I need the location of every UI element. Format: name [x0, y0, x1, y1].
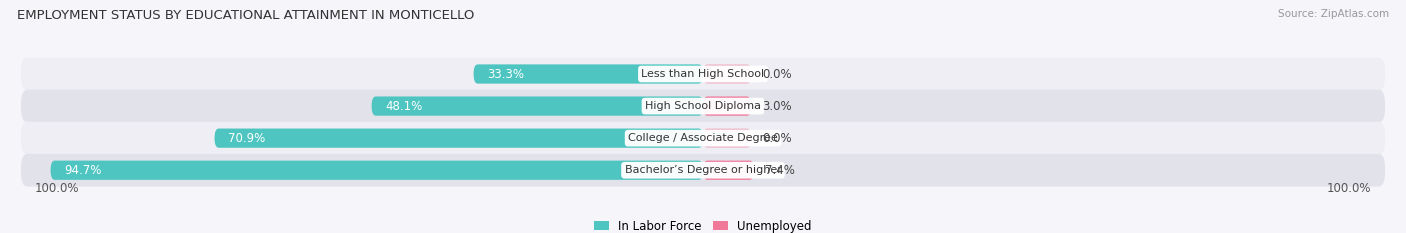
FancyBboxPatch shape: [371, 96, 703, 116]
Text: Source: ZipAtlas.com: Source: ZipAtlas.com: [1278, 9, 1389, 19]
FancyBboxPatch shape: [703, 129, 751, 148]
FancyBboxPatch shape: [21, 122, 1385, 154]
FancyBboxPatch shape: [21, 154, 1385, 187]
Text: Less than High School: Less than High School: [641, 69, 765, 79]
Text: 100.0%: 100.0%: [35, 182, 79, 195]
Text: 100.0%: 100.0%: [1327, 182, 1371, 195]
Text: 48.1%: 48.1%: [385, 99, 423, 113]
Text: 70.9%: 70.9%: [228, 132, 266, 145]
Legend: In Labor Force, Unemployed: In Labor Force, Unemployed: [595, 220, 811, 233]
FancyBboxPatch shape: [703, 64, 751, 84]
Text: 3.0%: 3.0%: [762, 99, 792, 113]
FancyBboxPatch shape: [474, 64, 703, 84]
Text: EMPLOYMENT STATUS BY EDUCATIONAL ATTAINMENT IN MONTICELLO: EMPLOYMENT STATUS BY EDUCATIONAL ATTAINM…: [17, 9, 474, 22]
Text: 94.7%: 94.7%: [65, 164, 101, 177]
FancyBboxPatch shape: [21, 90, 1385, 122]
Text: 0.0%: 0.0%: [762, 68, 792, 81]
Text: High School Diploma: High School Diploma: [645, 101, 761, 111]
FancyBboxPatch shape: [703, 96, 751, 116]
FancyBboxPatch shape: [21, 58, 1385, 90]
FancyBboxPatch shape: [215, 129, 703, 148]
Text: 33.3%: 33.3%: [488, 68, 524, 81]
Text: Bachelor’s Degree or higher: Bachelor’s Degree or higher: [624, 165, 782, 175]
Text: 0.0%: 0.0%: [762, 132, 792, 145]
Text: College / Associate Degree: College / Associate Degree: [628, 133, 778, 143]
FancyBboxPatch shape: [51, 161, 703, 180]
FancyBboxPatch shape: [703, 161, 754, 180]
Text: 7.4%: 7.4%: [765, 164, 794, 177]
